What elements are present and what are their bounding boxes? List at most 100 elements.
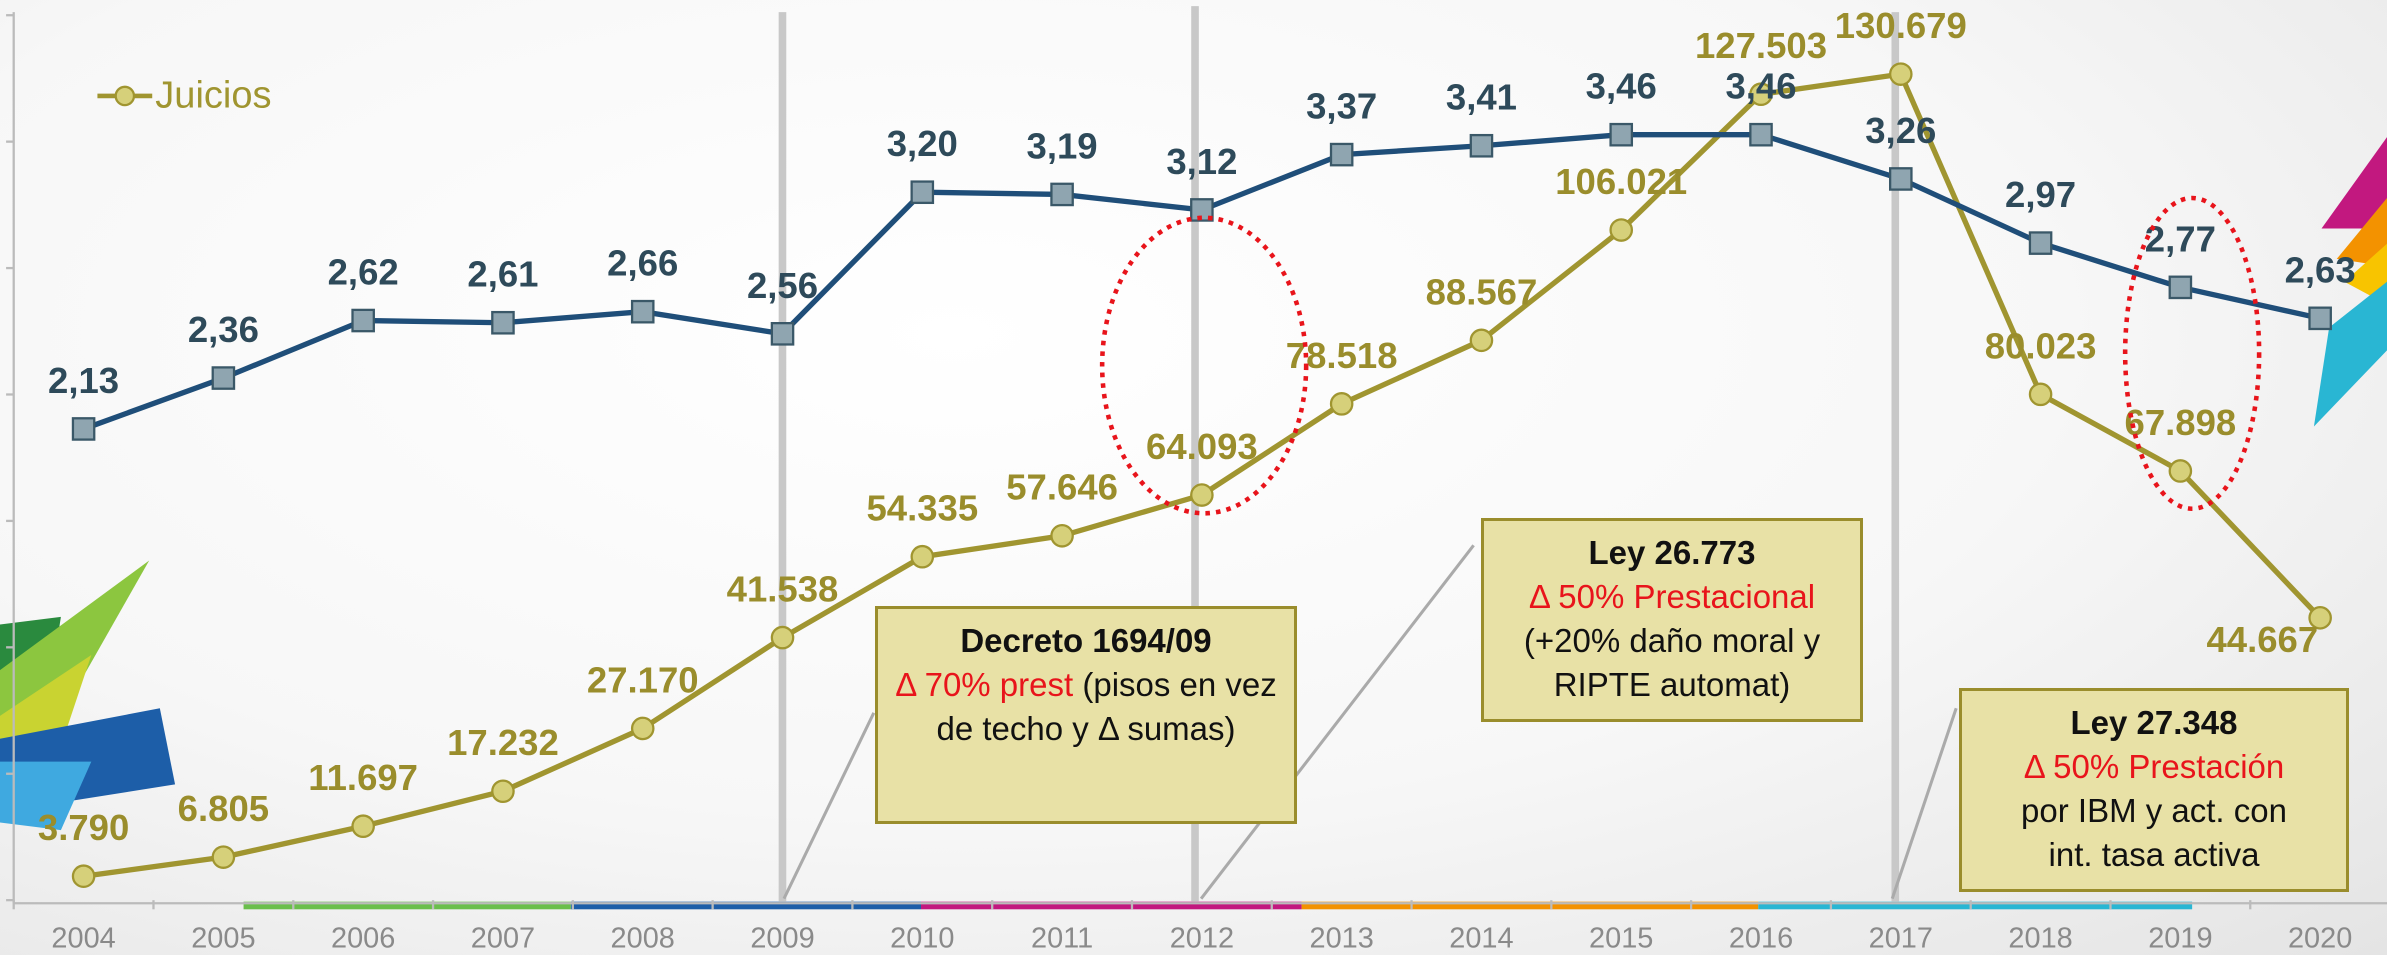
- marker: [71, 864, 96, 889]
- x-tick-label: 2006: [331, 922, 395, 954]
- x-tick-label: 2014: [1449, 922, 1513, 954]
- x-tick-label: 2017: [1869, 922, 1933, 954]
- marker: [1888, 167, 1913, 191]
- data-label: 130.679: [1835, 5, 1967, 46]
- marker: [1609, 122, 1634, 147]
- x-tick-label: 2015: [1589, 922, 1653, 954]
- data-label: 3,41: [1446, 77, 1517, 118]
- marker: [1190, 483, 1214, 507]
- marker: [1329, 392, 1354, 416]
- data-label: 3,12: [1166, 141, 1237, 182]
- data-label: 44.667: [2206, 619, 2318, 660]
- marker: [2028, 382, 2053, 407]
- data-label: 57.646: [1006, 467, 1118, 508]
- marker: [1749, 82, 1773, 107]
- data-label: 2,61: [467, 254, 538, 295]
- data-label: 2,97: [2005, 174, 2076, 215]
- marker: [1469, 133, 1494, 158]
- annotation-highlight: Δ 50% Prestacional: [1528, 578, 1816, 615]
- marker: [1050, 182, 1074, 207]
- annotation-highlight: Δ 70% prest: [895, 666, 1074, 703]
- data-label: 64.093: [1146, 426, 1258, 467]
- data-label: 41.538: [727, 569, 839, 610]
- x-tick-label: 2008: [611, 922, 675, 954]
- marker: [770, 625, 795, 650]
- marker: [630, 716, 655, 741]
- data-label: 2,56: [747, 265, 818, 306]
- data-label: 3.790: [38, 807, 129, 848]
- x-tick-label: 2004: [51, 922, 115, 954]
- logo-left: [0, 560, 176, 831]
- marker: [211, 366, 236, 390]
- marker: [2308, 606, 2332, 630]
- x-tick-label: 2009: [750, 922, 814, 954]
- annotation-title: Ley 27.348: [2070, 704, 2238, 741]
- marker: [910, 180, 935, 205]
- highlight-ellipse: [1099, 215, 1309, 516]
- legend-marker: [114, 85, 136, 107]
- data-label: 3,26: [1865, 110, 1936, 151]
- marker: [2028, 231, 2053, 255]
- marker: [491, 310, 515, 335]
- bottom-strip: [243, 901, 2193, 910]
- data-label: 2,62: [328, 251, 399, 292]
- data-label: 3,37: [1306, 86, 1377, 127]
- x-tick-label: 2013: [1309, 922, 1373, 954]
- x-tick-label: 2019: [2148, 922, 2212, 954]
- marker: [770, 322, 795, 346]
- marker: [2168, 275, 2193, 300]
- marker: [211, 845, 236, 869]
- annotation-title: Decreto 1694/09: [960, 622, 1212, 659]
- data-label: 88.567: [1426, 271, 1538, 312]
- highlight-ellipse: [2122, 195, 2262, 512]
- marker: [1329, 142, 1354, 167]
- data-label: 17.232: [447, 722, 559, 763]
- data-label: 3,46: [1586, 66, 1657, 107]
- x-tick-label: 2012: [1170, 922, 1234, 954]
- marker: [2308, 306, 2332, 331]
- data-label: 2,36: [188, 309, 259, 350]
- data-label: 3,46: [1725, 66, 1796, 107]
- marker: [910, 544, 935, 569]
- marker: [491, 779, 515, 804]
- connector: [1199, 544, 1475, 900]
- legend-label: Juicios: [155, 75, 271, 117]
- data-label: 11.697: [308, 757, 418, 798]
- legend: Juicios: [97, 75, 272, 117]
- data-label: 2,63: [2285, 249, 2356, 290]
- data-label: 67.898: [2125, 402, 2237, 443]
- data-label: 6.805: [178, 788, 269, 829]
- marker: [71, 417, 96, 441]
- annotation: Decreto 1694/09 Δ 70% prest (pisos en vez…: [875, 606, 1297, 824]
- data-label: 2,77: [2145, 218, 2216, 259]
- marker: [1190, 198, 1214, 222]
- marker: [630, 299, 655, 324]
- data-label: 3,19: [1027, 125, 1098, 166]
- marker: [1469, 328, 1494, 353]
- annotation-highlight: Δ 50% Prestación: [2023, 748, 2285, 785]
- annotation-text: (pisos en vez de techo y Δ sumas): [936, 666, 1277, 747]
- x-tick-label: 2016: [1729, 922, 1793, 954]
- x-tick-label: 2011: [1031, 922, 1093, 954]
- x-tick-label: 2007: [471, 922, 535, 954]
- data-label: 78.518: [1286, 335, 1398, 376]
- x-tick-label: 2010: [890, 922, 954, 954]
- data-label: 80.023: [1985, 325, 2097, 366]
- data-label: 3,20: [887, 123, 958, 164]
- marker: [1609, 218, 1634, 242]
- data-label: 54.335: [866, 488, 978, 529]
- marker: [351, 814, 375, 839]
- marker: [351, 308, 375, 333]
- x-tick-label: 2018: [2008, 922, 2072, 954]
- annotation-text: (+20% daño moral y RIPTE automat): [1523, 622, 1821, 703]
- annotation: Ley 26.773 Δ 50% Prestacional (+20% daño m…: [1481, 518, 1863, 722]
- x-tick-label: 2005: [191, 922, 255, 954]
- marker: [1749, 122, 1773, 147]
- data-label: 127.503: [1695, 25, 1827, 66]
- data-label: 106.021: [1555, 161, 1687, 202]
- connector: [782, 712, 876, 900]
- data-label: 27.170: [587, 659, 699, 700]
- logo-right: [2313, 137, 2387, 427]
